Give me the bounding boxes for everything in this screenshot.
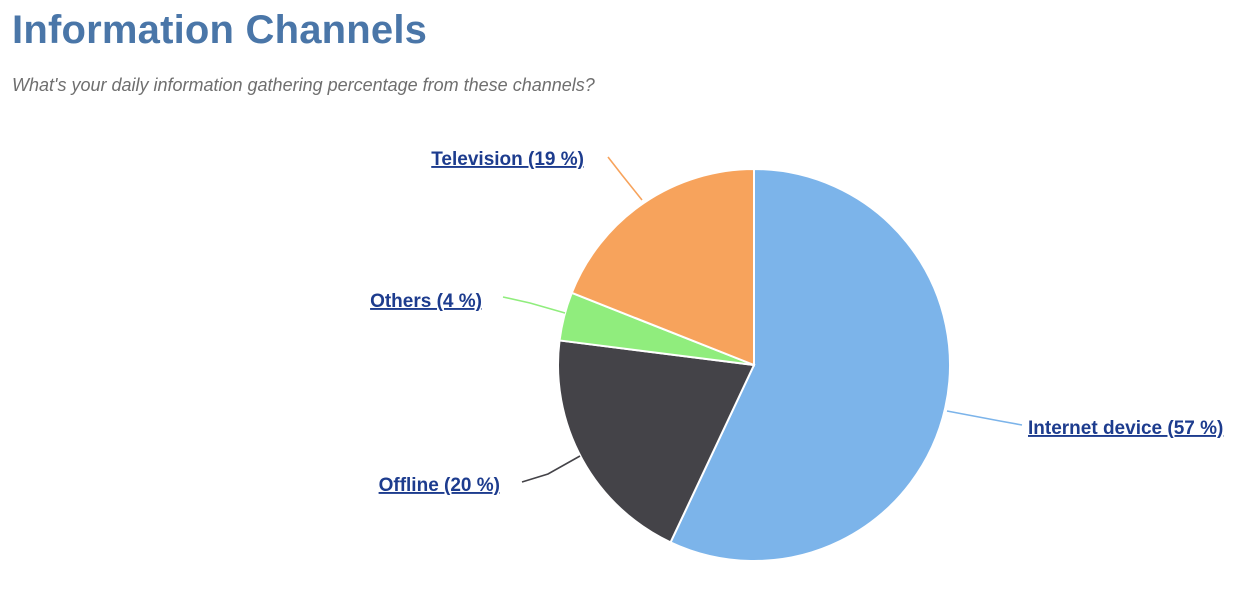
- leader-line-others: [502, 296, 566, 314]
- pie-slice-offline[interactable]: [557, 339, 756, 544]
- chart-subtitle: What's your daily information gathering …: [12, 75, 595, 95]
- pie-slice-internet-device[interactable]: [669, 167, 951, 562]
- data-label-television[interactable]: Television (19 %): [431, 149, 584, 170]
- leader-line-television: [607, 156, 643, 201]
- pie-slice-television[interactable]: [570, 167, 755, 367]
- leader-line-internet-device: [946, 410, 1023, 426]
- data-label-offline[interactable]: Offline (20 %): [379, 475, 500, 496]
- chart-title: Information Channels: [12, 8, 428, 52]
- data-label-others[interactable]: Others (4 %): [370, 291, 482, 312]
- leader-line-offline: [521, 455, 581, 483]
- data-label-internet-device[interactable]: Internet device (57 %): [1028, 418, 1223, 439]
